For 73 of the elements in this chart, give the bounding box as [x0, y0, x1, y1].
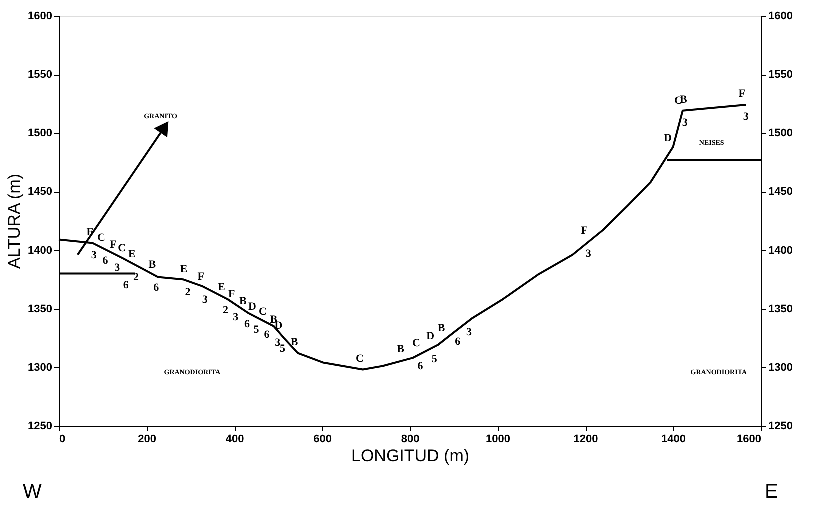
x-tick-label: 1200	[574, 434, 598, 446]
y2-tick-label: 1450	[768, 186, 793, 198]
text: W	[23, 481, 42, 503]
y2-tick-label: 1550	[768, 69, 793, 82]
y2-tick-label: 1250	[768, 420, 793, 432]
annotation: F	[581, 225, 588, 238]
y2-tick-label: 1500	[768, 128, 793, 140]
annotation: E	[218, 281, 226, 294]
y-tick-label: 1300	[28, 362, 52, 374]
annotation: 6	[154, 282, 160, 294]
y-tick-label: 1400	[28, 244, 52, 257]
annotation: C	[98, 232, 106, 244]
annotation: 3	[586, 248, 592, 260]
annotation: E	[128, 248, 136, 261]
annotation: 2	[185, 286, 192, 299]
annotation: F	[86, 226, 94, 238]
annotation: B	[240, 295, 248, 308]
annotation: F	[228, 288, 236, 300]
annotation: D	[664, 132, 672, 145]
annotation: 3	[743, 111, 750, 124]
x-tick-label: 1600	[737, 434, 762, 446]
annotation: B	[397, 343, 406, 356]
x-tick-label: 0	[60, 434, 66, 446]
x-tick-label: 200	[138, 434, 156, 446]
y2-tick-label: 1300	[768, 362, 793, 374]
x-axis-title: LONGITUD (m)	[351, 446, 470, 466]
annotation: C	[412, 338, 421, 350]
text: E	[765, 481, 778, 503]
annotation: 3	[91, 249, 98, 262]
annotation: F	[110, 239, 117, 252]
y-tick-label: 1500	[28, 128, 52, 140]
y2-tick-label: 1400	[768, 244, 793, 257]
annotation: 6	[244, 318, 250, 330]
annotation: 6	[418, 360, 424, 373]
y-tick-label: 1450	[28, 186, 52, 198]
annotation: 3	[466, 326, 472, 339]
annotation: B	[438, 322, 446, 334]
x-tick-label: 400	[226, 434, 244, 446]
annotation: F	[198, 270, 205, 283]
annotation: D	[426, 330, 435, 343]
y2-tick-label: 1350	[768, 303, 793, 316]
annotation: 6	[102, 255, 109, 268]
annotation: C	[118, 242, 126, 255]
annotation: F	[738, 88, 746, 100]
annotation: 5	[432, 354, 438, 366]
annotation: B	[680, 94, 688, 106]
y-tick-label: 1250	[28, 420, 52, 432]
annotation: B	[148, 259, 157, 272]
annotation: 3	[682, 116, 688, 129]
annotation: B	[290, 336, 299, 348]
annotation: 2	[222, 304, 229, 316]
annotation: 6	[455, 336, 462, 348]
x-tick-label: 1000	[486, 434, 510, 446]
annotation: 3	[114, 262, 121, 274]
x-tick-label: 800	[401, 434, 420, 446]
annotation: 3	[202, 294, 208, 306]
x-tick-label: 1400	[662, 434, 686, 446]
y-tick-label: 1550	[28, 69, 52, 82]
annotation: C	[356, 352, 364, 365]
annotation: 3	[275, 337, 282, 350]
annotation: 5	[280, 342, 286, 355]
annotation: 5	[254, 324, 260, 336]
annotation: E	[180, 264, 188, 276]
y2-tick-label: 1600	[768, 10, 793, 22]
annotation: C	[258, 306, 267, 318]
annotation: 6	[123, 280, 130, 292]
y-axis-title: ALTURA (m)	[5, 174, 24, 270]
annotation: 3	[233, 311, 240, 324]
annotation: 6	[264, 328, 270, 341]
annotation: D	[248, 301, 256, 314]
y-tick-label: 1350	[28, 303, 52, 316]
y-tick-label: 1600	[28, 10, 52, 22]
x-tick-label: 600	[314, 434, 332, 446]
